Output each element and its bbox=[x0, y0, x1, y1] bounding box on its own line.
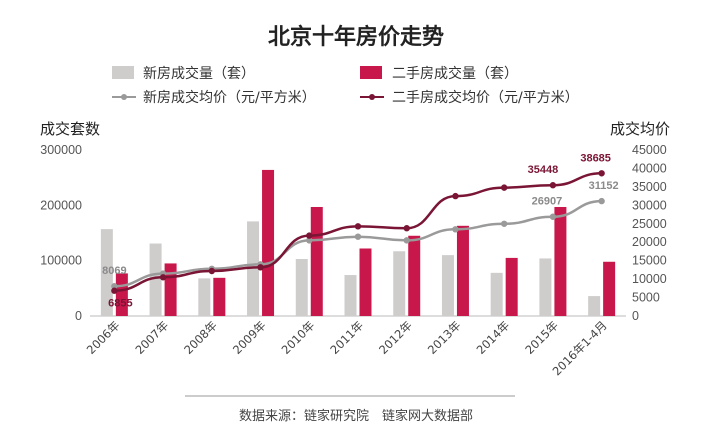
data-label-second-price: 6855 bbox=[108, 298, 132, 310]
x-axis-ticks: 2006年 2007年 2008年 2009年 2010年 2011年 2012年 2013年… bbox=[84, 318, 610, 378]
x-tick-label: 2015年 bbox=[522, 318, 561, 357]
bar-second-volume bbox=[310, 206, 323, 316]
bar-new-volume bbox=[588, 296, 601, 316]
lines bbox=[111, 170, 605, 294]
point-new-price bbox=[598, 197, 605, 205]
point-second-price bbox=[208, 267, 216, 275]
y2-tick-label: 45000 bbox=[632, 143, 667, 157]
legend-swatch-second-bar bbox=[360, 66, 382, 79]
legend-new-volume: 新房成交量（套） bbox=[143, 65, 255, 82]
bar-second-volume bbox=[456, 225, 469, 316]
y2-tick-label: 40000 bbox=[632, 161, 667, 175]
bar-new-volume bbox=[149, 243, 162, 316]
bars bbox=[100, 169, 616, 316]
point-second-price bbox=[306, 232, 313, 239]
y2-axis-title: 成交均价 bbox=[610, 120, 670, 138]
data-label-new-price: 8069 bbox=[102, 265, 126, 277]
bar-second-volume bbox=[213, 277, 226, 316]
bar-new-volume bbox=[198, 278, 211, 316]
bar-second-volume bbox=[505, 257, 518, 316]
legend: 新房成交量（套） 二手房成交量（套） 新房成交均价（元/平方米） 二手房成交均价… bbox=[112, 65, 579, 106]
data-labels: 8069 6855 26907 31152 35448 38685 bbox=[102, 152, 619, 309]
bar-new-volume bbox=[393, 251, 406, 316]
legend-swatch-new-bar bbox=[112, 66, 134, 79]
y-tick-label: 0 bbox=[75, 309, 82, 323]
point-second-price bbox=[354, 223, 362, 230]
y2-tick-label: 15000 bbox=[632, 254, 667, 268]
source-note: 数据来源：链家研究院 链家网大数据部 bbox=[239, 408, 473, 424]
bar-new-volume bbox=[490, 272, 503, 316]
point-new-price bbox=[306, 237, 313, 244]
chart-title: 北京十年房价走势 bbox=[268, 24, 444, 50]
y-tick-label: 100000 bbox=[40, 254, 82, 268]
bar-new-volume bbox=[100, 229, 113, 316]
point-new-price bbox=[403, 237, 410, 244]
bar-second-volume bbox=[262, 169, 275, 316]
point-second-price bbox=[500, 184, 508, 191]
point-new-price bbox=[452, 226, 459, 233]
point-new-price bbox=[500, 220, 508, 227]
bar-second-volume bbox=[408, 235, 421, 316]
point-new-price bbox=[354, 233, 362, 240]
line-second-price bbox=[114, 172, 602, 292]
x-tick-label: 2007年 bbox=[132, 318, 171, 357]
x-tick-label: 2010年 bbox=[279, 318, 318, 357]
bar-new-volume bbox=[295, 259, 308, 316]
legend-marker-second-line bbox=[369, 94, 375, 100]
bar-new-volume bbox=[539, 258, 552, 316]
x-tick-label: 2009年 bbox=[230, 318, 269, 357]
point-new-price bbox=[549, 213, 557, 220]
x-tick-label: 2008年 bbox=[181, 318, 220, 357]
y-tick-label: 300000 bbox=[40, 143, 82, 157]
point-second-price bbox=[111, 287, 118, 294]
data-label-new-price: 26907 bbox=[532, 196, 563, 208]
x-tick-label: 2014年 bbox=[474, 318, 513, 357]
y2-tick-label: 10000 bbox=[632, 272, 667, 286]
point-second-price bbox=[452, 192, 459, 200]
x-tick-label: 2006年 bbox=[84, 318, 123, 357]
data-label-second-price: 38685 bbox=[580, 152, 611, 164]
legend-second-price: 二手房成交均价（元/平方米） bbox=[392, 89, 579, 106]
point-new-price bbox=[111, 283, 118, 290]
bar-second-volume bbox=[603, 261, 616, 316]
y2-tick-label: 35000 bbox=[632, 180, 667, 194]
point-second-price bbox=[257, 264, 264, 271]
x-tick-label: 2011年 bbox=[327, 318, 366, 357]
bar-new-volume bbox=[344, 275, 357, 316]
point-second-price bbox=[549, 182, 557, 189]
y2-tick-label: 25000 bbox=[632, 217, 667, 231]
data-label-new-price: 31152 bbox=[589, 180, 619, 192]
bar-new-volume bbox=[441, 255, 454, 316]
legend-new-price: 新房成交均价（元/平方米） bbox=[143, 89, 316, 106]
y-axis-title: 成交套数 bbox=[40, 120, 100, 138]
point-second-price bbox=[159, 274, 167, 281]
x-tick-label: 2012年 bbox=[376, 318, 415, 357]
point-second-price bbox=[598, 170, 605, 177]
y2-tick-label: 20000 bbox=[632, 235, 667, 249]
y2-tick-label: 5000 bbox=[632, 291, 660, 305]
bar-second-volume bbox=[359, 248, 372, 316]
y2-axis-ticks: 0 5000 10000 15000 20000 25000 30000 35000 40000… bbox=[632, 143, 667, 323]
y2-tick-label: 0 bbox=[632, 309, 639, 323]
point-second-price bbox=[403, 225, 410, 232]
x-tick-label: 2013年 bbox=[425, 318, 464, 357]
legend-marker-new-line bbox=[121, 94, 127, 100]
data-label-second-price: 35448 bbox=[528, 164, 559, 176]
y2-tick-label: 30000 bbox=[632, 198, 667, 212]
y-axis-ticks: 0 100000 200000 300000 bbox=[40, 143, 82, 323]
y-tick-label: 200000 bbox=[40, 198, 82, 212]
bar-second-volume bbox=[554, 206, 567, 316]
bar-second-volume bbox=[164, 263, 177, 316]
legend-second-volume: 二手房成交量（套） bbox=[392, 65, 518, 82]
